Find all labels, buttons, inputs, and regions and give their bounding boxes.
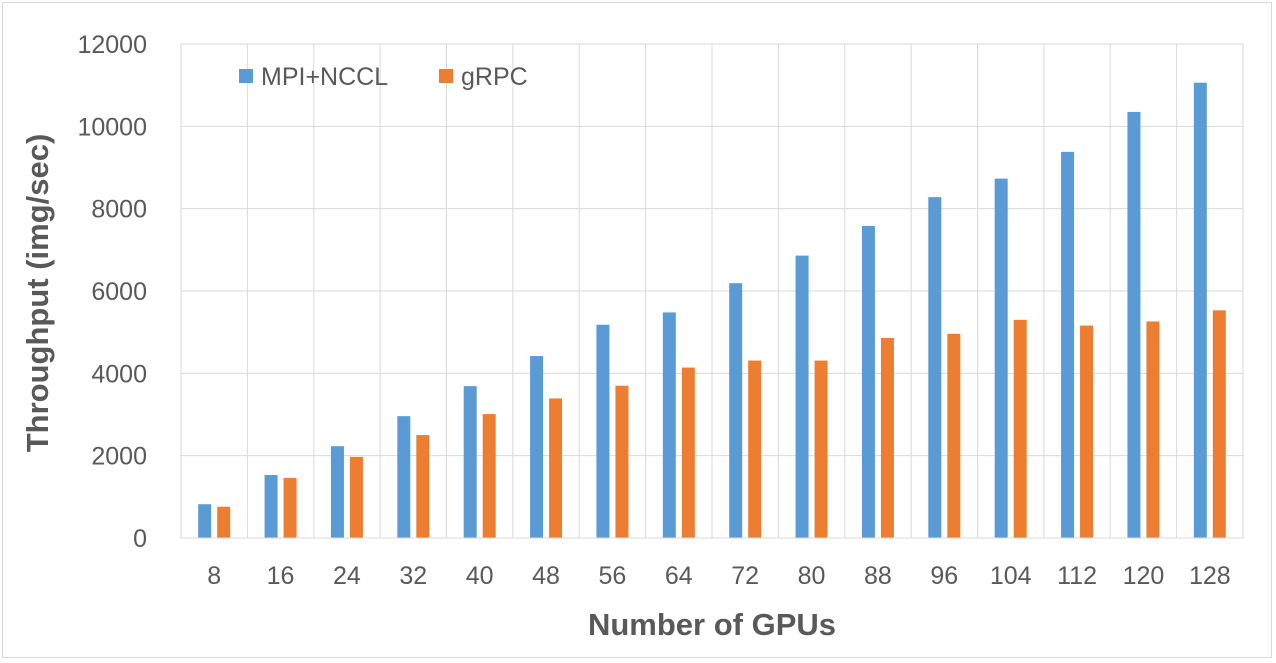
bar-mpi-nccl-16 — [264, 475, 278, 538]
bar-mpi-nccl-96 — [928, 197, 942, 538]
x-tick-label: 120 — [1123, 562, 1165, 590]
x-tick-label: 128 — [1189, 562, 1231, 590]
bar-grpc-104 — [1013, 319, 1027, 538]
legend-swatch-mpi-nccl — [239, 69, 253, 83]
bar-mpi-nccl-48 — [530, 356, 544, 538]
bar-grpc-56 — [615, 385, 629, 538]
bars — [198, 82, 1226, 539]
bar-mpi-nccl-128 — [1193, 82, 1207, 539]
x-tick-label: 48 — [532, 562, 560, 590]
bar-mpi-nccl-56 — [596, 324, 610, 538]
bar-grpc-32 — [416, 435, 430, 538]
bar-mpi-nccl-24 — [330, 446, 344, 538]
x-tick-label: 40 — [466, 562, 494, 590]
x-tick-label: 104 — [990, 562, 1032, 590]
x-tick-label: 80 — [798, 562, 826, 590]
bar-mpi-nccl-120 — [1127, 111, 1141, 539]
bar-chart: 0 2000 4000 6000 8000 10000 12000 8 16 24 32 40 48 56… — [20, 31, 1244, 642]
bar-mpi-nccl-112 — [1061, 151, 1075, 538]
bar-mpi-nccl-104 — [994, 178, 1008, 539]
x-tick-label: 8 — [207, 562, 221, 590]
x-tick-label: 96 — [930, 562, 958, 590]
legend-label-grpc: gRPC — [461, 63, 528, 91]
bar-grpc-16 — [283, 477, 297, 538]
bar-grpc-40 — [482, 414, 496, 538]
bar-grpc-8 — [217, 506, 231, 538]
bar-grpc-24 — [349, 456, 363, 538]
x-tick-label: 112 — [1057, 562, 1097, 590]
legend-swatch-grpc — [439, 69, 453, 83]
x-axis-title: Number of GPUs — [588, 607, 836, 642]
y-tick-label: 0 — [133, 525, 147, 553]
bar-grpc-64 — [681, 367, 695, 538]
bar-grpc-80 — [814, 360, 828, 538]
bar-mpi-nccl-40 — [463, 386, 477, 538]
bar-grpc-72 — [748, 360, 762, 538]
bar-grpc-88 — [880, 337, 894, 538]
bar-mpi-nccl-88 — [861, 225, 875, 538]
bar-grpc-48 — [549, 398, 563, 538]
y-tick-label: 6000 — [91, 278, 147, 306]
bar-grpc-128 — [1212, 310, 1226, 538]
y-tick-label: 8000 — [91, 196, 147, 224]
legend: MPI+NCCL gRPC — [239, 63, 528, 91]
bar-mpi-nccl-80 — [795, 255, 809, 538]
x-tick-label: 64 — [665, 562, 693, 590]
y-tick-label: 2000 — [91, 443, 147, 471]
bar-mpi-nccl-64 — [662, 312, 676, 538]
bar-grpc-120 — [1146, 321, 1160, 538]
x-tick-label: 16 — [267, 562, 295, 590]
y-tick-label: 12000 — [77, 31, 147, 59]
x-tick-label: 88 — [864, 562, 892, 590]
axes: 0 2000 4000 6000 8000 10000 12000 8 16 24 32 40 48 56… — [77, 31, 1243, 590]
x-tick-label: 56 — [599, 562, 627, 590]
bar-grpc-112 — [1080, 325, 1094, 538]
y-tick-label: 4000 — [91, 360, 147, 388]
x-tick-label: 32 — [399, 562, 427, 590]
bar-mpi-nccl-8 — [198, 504, 212, 538]
x-tick-label: 24 — [333, 562, 361, 590]
bar-grpc-96 — [947, 333, 961, 538]
bar-mpi-nccl-32 — [397, 416, 411, 538]
x-tick-label: 72 — [731, 562, 759, 590]
y-tick-label: 10000 — [77, 113, 147, 141]
y-axis-title: Throughput (img/sec) — [20, 134, 55, 453]
legend-label-mpi-nccl: MPI+NCCL — [261, 63, 388, 91]
bar-mpi-nccl-72 — [729, 283, 743, 538]
